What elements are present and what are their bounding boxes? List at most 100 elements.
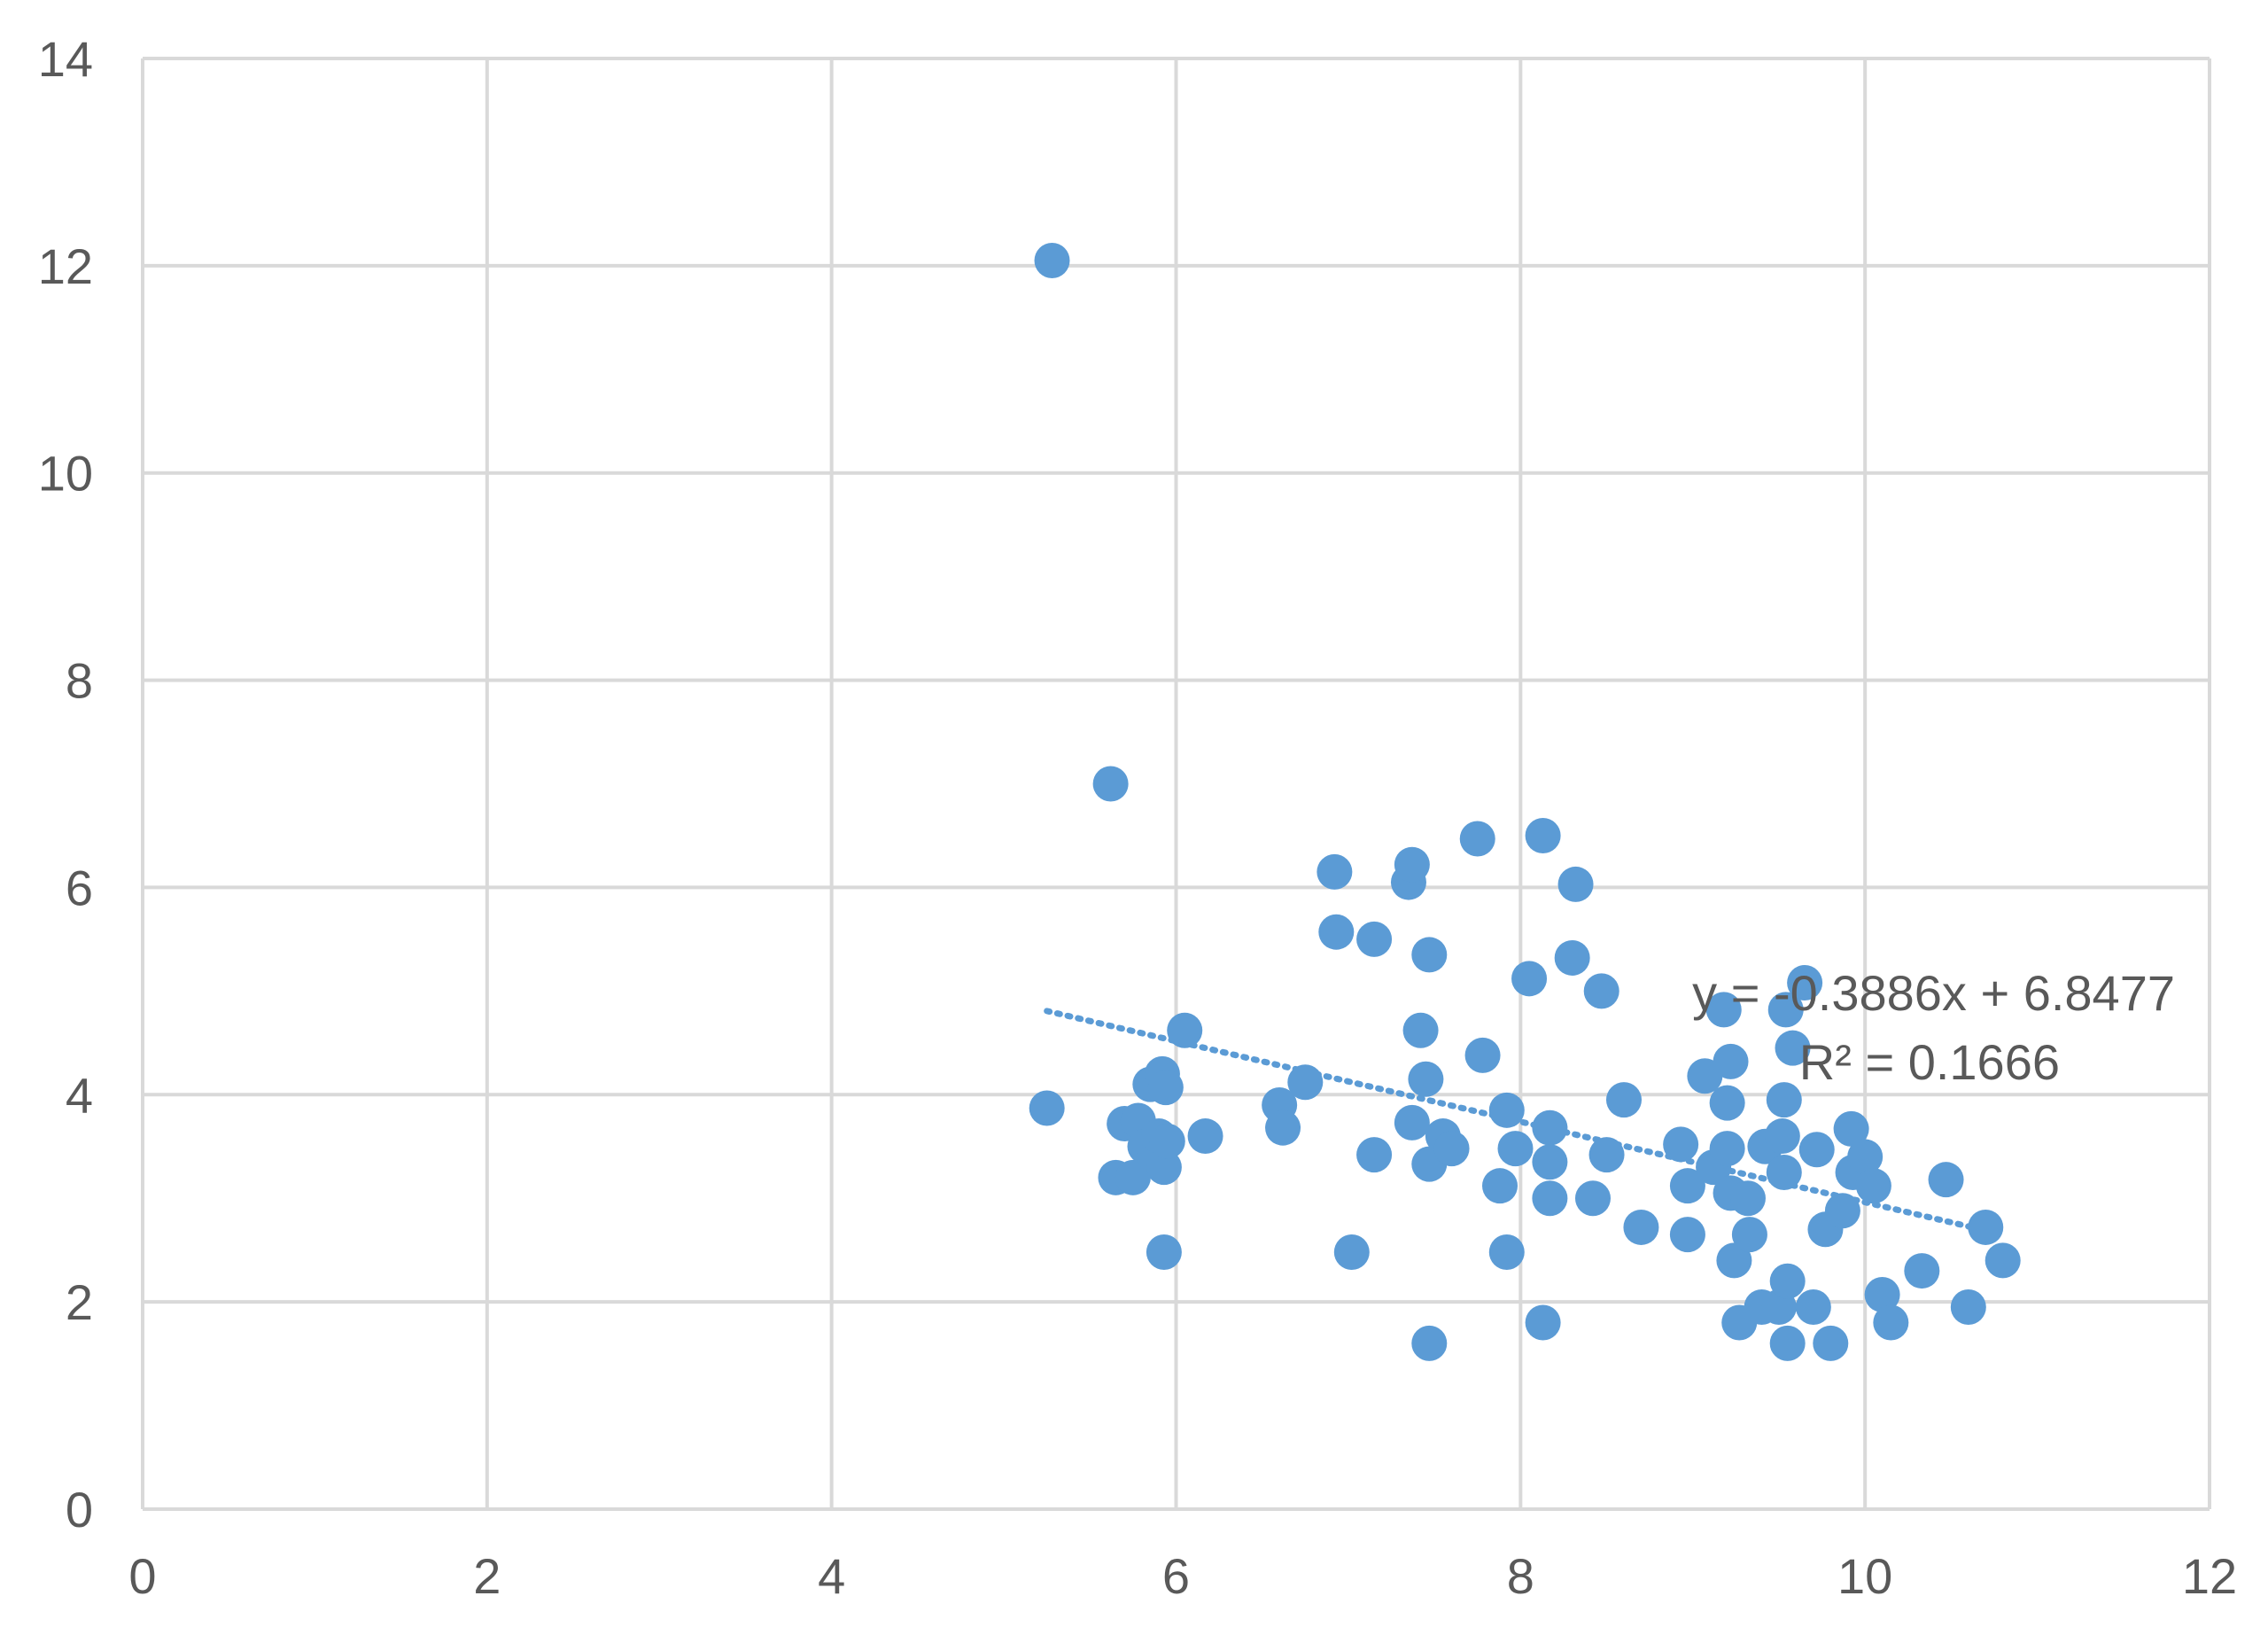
- y-tick-label: 0: [66, 1482, 93, 1537]
- y-tick-label: 14: [38, 31, 93, 87]
- x-tick-label: 0: [128, 1548, 156, 1604]
- data-point: [1687, 1058, 1723, 1094]
- data-point: [1864, 1276, 1900, 1312]
- data-point: [1333, 1234, 1370, 1271]
- data-point: [1497, 1131, 1534, 1167]
- x-tick-label: 8: [1507, 1548, 1534, 1604]
- data-point: [1766, 1154, 1802, 1190]
- data-point: [1669, 1168, 1705, 1204]
- y-tick-label: 2: [66, 1274, 93, 1330]
- data-points: [1029, 243, 2021, 1361]
- data-point: [1716, 1242, 1752, 1279]
- y-tick-label: 12: [38, 238, 93, 294]
- trendline-equation-label: y = -0.3886x + 6.8477: [1692, 965, 2175, 1021]
- y-axis-tick-labels: 0 2 4 6 8 10 12 14: [38, 31, 93, 1537]
- data-point: [1729, 1180, 1766, 1217]
- data-point: [1464, 1037, 1501, 1073]
- data-point: [1766, 1082, 1802, 1118]
- data-point: [1795, 1288, 1831, 1325]
- data-point: [1605, 1082, 1642, 1118]
- data-point: [1092, 766, 1129, 802]
- data-point: [1317, 853, 1353, 890]
- data-point: [1532, 1144, 1568, 1180]
- data-point: [1984, 1242, 2021, 1279]
- data-point: [1029, 1090, 1065, 1126]
- data-point: [1813, 1325, 1849, 1361]
- data-point: [1709, 1085, 1745, 1121]
- data-point: [1798, 1132, 1835, 1168]
- x-tick-label: 4: [818, 1548, 845, 1604]
- data-point: [1149, 1123, 1185, 1159]
- trendline-annotation: y = -0.3886x + 6.8477 R² = 0.1666: [1692, 965, 2175, 1090]
- data-point: [1408, 1061, 1444, 1097]
- data-point: [1669, 1217, 1705, 1253]
- data-point: [1356, 1137, 1393, 1173]
- data-point: [1769, 1325, 1806, 1361]
- data-point: [1411, 1325, 1448, 1361]
- data-point: [1623, 1209, 1659, 1245]
- x-tick-label: 12: [2182, 1548, 2237, 1604]
- data-point: [1928, 1162, 1964, 1198]
- data-point: [1287, 1064, 1324, 1101]
- data-point: [1554, 939, 1590, 976]
- data-point: [1433, 1131, 1470, 1167]
- data-point: [1705, 992, 1742, 1028]
- data-point: [1824, 1193, 1860, 1229]
- data-point: [1265, 1109, 1301, 1146]
- y-tick-label: 8: [66, 653, 93, 709]
- data-point: [1847, 1139, 1884, 1175]
- x-tick-label: 6: [1162, 1548, 1190, 1604]
- data-point: [1532, 1109, 1568, 1146]
- data-point: [1833, 1110, 1869, 1147]
- x-axis-tick-labels: 0 2 4 6 8 10 12: [128, 1548, 2237, 1604]
- data-point: [1663, 1126, 1699, 1163]
- data-point: [1588, 1137, 1625, 1173]
- data-point: [1167, 1012, 1203, 1048]
- data-point: [1402, 1012, 1439, 1048]
- data-point: [1356, 921, 1393, 957]
- data-point: [1525, 1304, 1561, 1341]
- data-point: [1764, 1118, 1800, 1155]
- data-point: [1115, 1159, 1151, 1195]
- data-point: [1583, 973, 1619, 1009]
- y-tick-label: 6: [66, 860, 93, 915]
- data-point: [1713, 1043, 1749, 1079]
- data-point: [1904, 1253, 1940, 1289]
- data-point: [1488, 1092, 1525, 1128]
- data-point: [1394, 1104, 1430, 1140]
- data-point: [1459, 821, 1495, 857]
- trendline-r-squared-label: R² = 0.1666: [1799, 1034, 2060, 1090]
- x-tick-label: 2: [473, 1548, 501, 1604]
- data-point: [1968, 1209, 2004, 1245]
- data-point: [1394, 846, 1430, 883]
- data-point: [1318, 914, 1355, 950]
- data-point: [1873, 1304, 1909, 1341]
- data-point: [1855, 1168, 1891, 1204]
- data-point: [1147, 1070, 1184, 1106]
- data-point: [1411, 937, 1448, 973]
- data-point: [1034, 243, 1070, 279]
- data-point: [1482, 1168, 1518, 1204]
- data-point: [1488, 1234, 1525, 1271]
- data-point: [1709, 1131, 1745, 1167]
- data-point: [1511, 961, 1548, 997]
- data-point: [1532, 1180, 1568, 1217]
- y-tick-label: 4: [66, 1067, 93, 1123]
- data-point: [1146, 1149, 1182, 1186]
- data-point: [1950, 1288, 1986, 1325]
- data-point: [1767, 992, 1804, 1028]
- data-point: [1731, 1217, 1767, 1253]
- data-point: [1525, 817, 1561, 853]
- y-tick-label: 10: [38, 446, 93, 502]
- data-point: [1187, 1118, 1223, 1155]
- data-point: [1557, 866, 1594, 902]
- data-point: [1574, 1180, 1611, 1217]
- data-point: [1769, 1263, 1806, 1299]
- data-point: [1146, 1234, 1182, 1271]
- data-point: [1775, 1030, 1811, 1066]
- data-point: [1787, 965, 1823, 1001]
- x-tick-label: 10: [1837, 1548, 1892, 1604]
- gridlines: [141, 57, 2211, 1511]
